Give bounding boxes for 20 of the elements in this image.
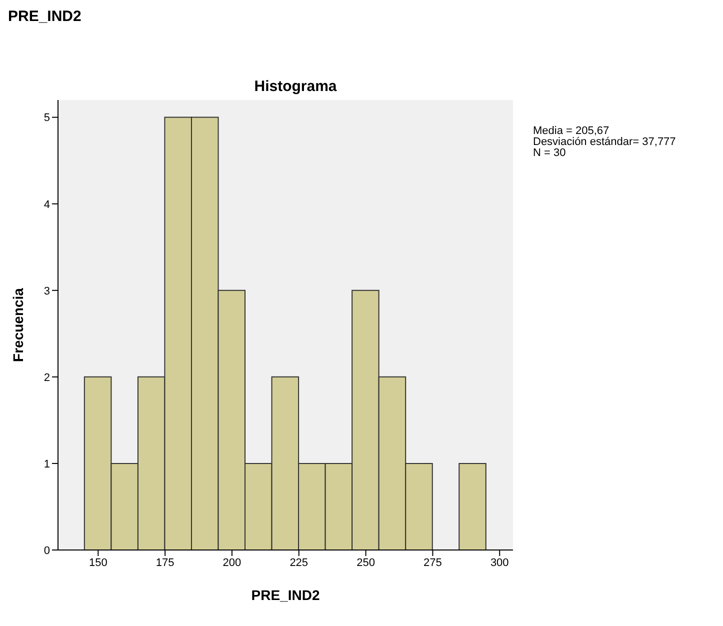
y-tick-label: 1 <box>44 458 50 470</box>
x-tick-label: 300 <box>490 556 509 569</box>
x-tick-label: 275 <box>424 556 442 569</box>
text: Desviación estándar= 37,777 <box>533 136 676 148</box>
x-tick-label: 150 <box>88 556 108 569</box>
chart-title: Histograma <box>253 78 338 95</box>
text: N = 30 <box>533 147 567 159</box>
x-axis-title: PRE_IND2 <box>251 587 320 603</box>
y-axis-title: Frecuencia <box>10 288 26 362</box>
x-tick-label: 175 <box>156 556 174 569</box>
y-tick-label: 4 <box>44 198 50 211</box>
y-tick-label: 2 <box>44 372 50 384</box>
y-tick-label: 3 <box>44 285 50 298</box>
x-tick-label: 225 <box>290 556 308 569</box>
y-tick-label: 5 <box>44 112 50 124</box>
x-tick-label: 200 <box>222 556 242 569</box>
text: Media = 205,67 <box>533 125 610 137</box>
y-tick-label: 0 <box>44 544 50 557</box>
chart-subtitle: PRE_IND2 <box>8 8 82 25</box>
x-tick-label: 250 <box>356 556 375 569</box>
